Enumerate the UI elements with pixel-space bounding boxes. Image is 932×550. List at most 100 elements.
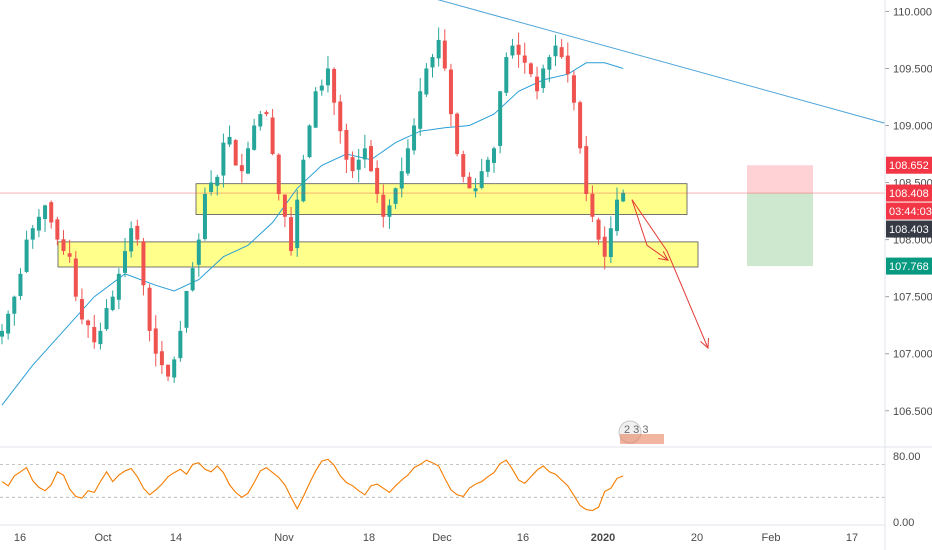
forecast-arrow[interactable] (631, 199, 669, 261)
price-axis[interactable]: 110.000109.500109.000108.500108.000107.5… (885, 6, 932, 418)
candle (43, 204, 48, 232)
candle (504, 52, 509, 96)
moving-average-path (1, 62, 624, 406)
candle (178, 320, 183, 362)
time-tick-label: 20 (691, 532, 703, 544)
price-tag-label: 108.408 (889, 188, 929, 200)
candle-body (252, 125, 257, 150)
forecast-arrows[interactable] (631, 199, 709, 350)
candle-body (104, 308, 109, 330)
candle (541, 64, 546, 93)
candle-body (393, 188, 398, 204)
candle (473, 178, 478, 198)
candle-body (0, 330, 4, 337)
price-tick-label: 107.000 (893, 349, 932, 361)
descending-trendline[interactable] (336, 0, 886, 124)
candle-body (399, 171, 404, 189)
take-profit-area[interactable] (747, 193, 813, 267)
candle (141, 237, 146, 296)
candle (301, 154, 306, 203)
candle-body (448, 69, 453, 115)
support-resistance-zones[interactable] (57, 183, 699, 268)
candle-body (55, 219, 60, 240)
forecast-arrow-path[interactable] (631, 199, 669, 261)
candle (578, 100, 583, 154)
trendline[interactable] (336, 0, 886, 124)
candle-body (98, 330, 103, 345)
candle (325, 56, 330, 93)
forecast-arrow-path[interactable] (631, 199, 709, 349)
candle (135, 219, 140, 246)
candle-body (455, 113, 460, 155)
rsi-pane[interactable] (0, 458, 885, 512)
candle (436, 27, 441, 67)
candle-body (578, 102, 583, 149)
candle-body (239, 165, 244, 172)
zone-rectangle[interactable] (195, 183, 688, 215)
candle (264, 110, 269, 117)
logo-watermark-text: 2 3 3 (624, 424, 648, 436)
candle (172, 356, 177, 383)
candle-body (129, 228, 134, 252)
candle (584, 135, 589, 202)
candle-body (362, 148, 367, 160)
candle-body (301, 159, 306, 202)
candle-body (79, 299, 84, 320)
candle-body (24, 239, 29, 272)
candle (424, 63, 429, 97)
candle (129, 221, 134, 258)
rsi-tick-label: 0.00 (893, 517, 914, 529)
price-tag: 03:44:03 (886, 202, 932, 220)
candle-body (430, 57, 435, 68)
price-tags: 108.652 108.408 03:44:03 108.403 107.768 (886, 156, 932, 275)
candle (381, 184, 386, 228)
price-tick-label: 107.500 (893, 292, 932, 304)
candle-body (319, 85, 324, 91)
candle (246, 141, 250, 175)
candle-body (227, 136, 232, 145)
candle (467, 172, 472, 189)
candle-body (504, 57, 509, 93)
candle (393, 187, 398, 209)
forecast-arrow[interactable] (631, 199, 709, 350)
price-tag-box (886, 184, 932, 202)
candle-body (18, 273, 23, 297)
stop-loss-area[interactable] (747, 165, 813, 194)
candle (295, 189, 300, 257)
candle-body (467, 176, 472, 189)
candle (559, 39, 564, 59)
price-pane[interactable] (0, 0, 886, 406)
zone-rectangle[interactable] (57, 241, 699, 268)
time-tick-label: Oct (94, 532, 111, 544)
price-tag-box (886, 156, 932, 174)
candle (571, 70, 576, 111)
candle (492, 146, 496, 173)
candle (202, 187, 207, 241)
candle-body (541, 68, 546, 89)
candle-body (178, 330, 183, 359)
candle (602, 226, 607, 270)
candle (344, 123, 349, 173)
time-tick-label: Feb (762, 532, 781, 544)
candle-body (73, 258, 78, 297)
candle (227, 125, 232, 147)
candle-body (332, 68, 337, 103)
candle (332, 67, 337, 116)
candle-body (233, 140, 238, 166)
candle (356, 148, 361, 183)
candle (209, 170, 214, 196)
short-position-tool[interactable] (747, 165, 813, 267)
price-tag-box (886, 202, 932, 220)
candle-body (590, 193, 595, 217)
candle-body (246, 148, 250, 174)
candle-body (375, 167, 380, 194)
candlestick-series (0, 27, 626, 383)
candle (516, 32, 521, 68)
candle-body (43, 205, 48, 220)
price-tag-label: 03:44:03 (889, 206, 932, 218)
candle (55, 216, 60, 246)
candle (596, 217, 601, 245)
time-axis[interactable]: 16 Oct 14 Nov 18 Dec 16 2020 20 Feb 17 (14, 532, 858, 544)
candle-body (325, 68, 330, 86)
